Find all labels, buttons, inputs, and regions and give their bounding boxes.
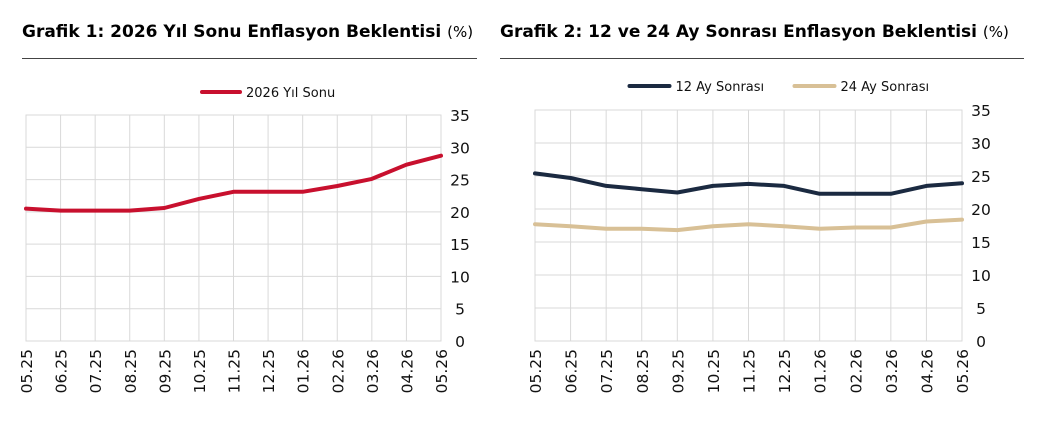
chart-2-y-tick-label: 10 (971, 267, 991, 285)
chart-1-x-tick-label: 03.26 (364, 349, 382, 393)
chart-1-x-tick-label: 02.26 (329, 349, 347, 393)
chart-2-legend-label-1: 12 Ay Sonrası (676, 80, 765, 95)
chart-1-x-tick-label: 10.25 (191, 349, 209, 393)
chart-2-y-tick-label: 0 (976, 333, 986, 351)
chart-1-y-tick-label: 30 (450, 139, 470, 157)
chart-2-x-tick-label: 04.26 (918, 349, 936, 393)
chart-1-y-tick-label: 25 (450, 172, 470, 190)
chart-2-y-tick-label: 30 (971, 135, 991, 153)
chart-2-x-tick-label: 07.25 (598, 349, 616, 393)
chart-1-x-tick-label: 06.25 (53, 349, 71, 393)
chart-1-y-tick-label: 0 (455, 333, 465, 351)
chart-2-x-tick-label: 01.26 (812, 349, 830, 393)
chart-2-legend-label-2: 24 Ay Sonrası (841, 80, 930, 95)
chart-2-x-tick-label: 09.25 (669, 349, 687, 393)
chart-2-y-tick-label: 35 (971, 102, 991, 120)
chart-1-y-tick-label: 10 (450, 268, 470, 286)
chart-1-x-tick-label: 12.25 (260, 349, 278, 393)
chart-1-legend-label-1: 2026 Yıl Sonu (246, 86, 335, 101)
chart-1-x-tick-label: 05.25 (18, 349, 36, 393)
chart-2-x-tick-label: 03.26 (883, 349, 901, 393)
chart-2-title: Grafik 2: 12 ve 24 Ay Sonrası Enflasyon … (500, 22, 1009, 42)
chart-2-y-tick-label: 25 (971, 168, 991, 186)
chart-1-x-tick-label: 11.25 (226, 349, 244, 393)
chart-1-x-tick-label: 08.25 (122, 349, 140, 393)
chart-2-x-tick-label: 10.25 (705, 349, 723, 393)
chart-1-x-tick-label: 07.25 (87, 349, 105, 393)
chart-1-y-tick-label: 20 (450, 204, 470, 222)
chart-1-x-tick-label: 04.26 (398, 349, 416, 393)
chart-2-x-tick-label: 05.26 (954, 349, 972, 393)
chart-2-title-rule (500, 58, 1024, 59)
chart-2-y-tick-label: 20 (971, 201, 991, 219)
chart-2-x-tick-label: 08.25 (634, 349, 652, 393)
chart-2-y-tick-label: 5 (976, 300, 986, 318)
chart-1-y-tick-label: 35 (450, 107, 470, 125)
chart-1-title: Grafik 1: 2026 Yıl Sonu Enflasyon Beklen… (22, 22, 473, 42)
chart-2-x-tick-label: 06.25 (563, 349, 581, 393)
chart-2-x-tick-label: 05.25 (527, 349, 545, 393)
chart-2-x-tick-label: 12.25 (776, 349, 794, 393)
chart-1-title-text: Grafik 1: 2026 Yıl Sonu Enflasyon Beklen… (22, 22, 442, 42)
chart-2-y-tick-label: 15 (971, 234, 991, 252)
chart-1-x-tick-label: 01.26 (295, 349, 313, 393)
chart-1-x-tick-label: 05.26 (433, 349, 451, 393)
chart-2-series-2-line (533, 217, 964, 233)
chart-1-y-tick-label: 15 (450, 236, 470, 254)
chart-1-title-rule (22, 58, 477, 59)
chart-1-y-tick-label: 5 (455, 301, 465, 319)
chart-2-x-tick-label: 11.25 (741, 349, 759, 393)
chart-1-series-1-line (24, 153, 443, 213)
chart-1-x-tick-label: 09.25 (156, 349, 174, 393)
chart-2-series-1-line (533, 171, 964, 196)
chart-2-title-text: Grafik 2: 12 ve 24 Ay Sonrası Enflasyon … (500, 22, 977, 42)
chart-2-x-tick-label: 02.26 (847, 349, 865, 393)
chart-2-unit: (%) (982, 23, 1009, 41)
chart-1-unit: (%) (447, 23, 474, 41)
